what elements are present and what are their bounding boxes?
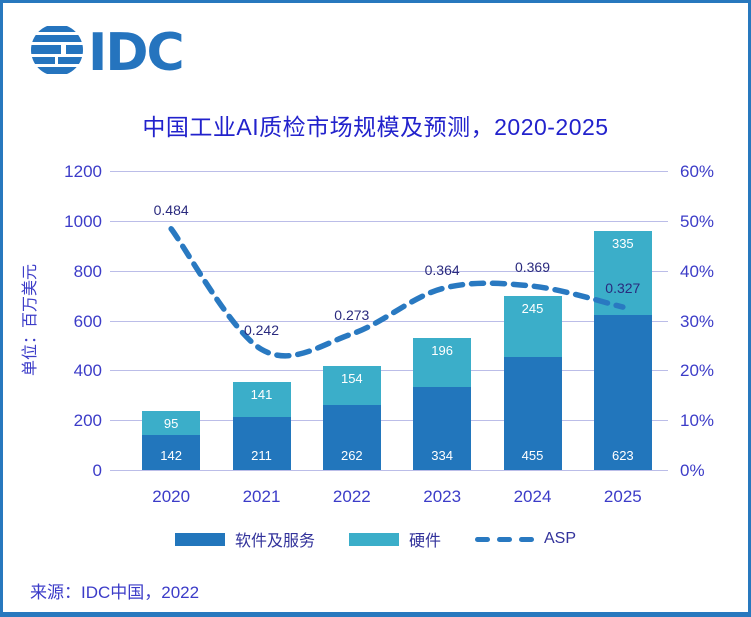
bar-value-label: 95 bbox=[163, 415, 179, 431]
gridline bbox=[110, 171, 668, 172]
asp-value-label-2021: 0.242 bbox=[243, 322, 280, 339]
bar-hardware-2020: 95 bbox=[142, 410, 201, 435]
idc-logo: IDC bbox=[31, 23, 185, 78]
idc-logo-text: IDC bbox=[88, 23, 183, 78]
asp-value-label-2025: 0.327 bbox=[605, 280, 641, 297]
x-axis-label-2024: 2024 bbox=[513, 487, 552, 506]
bar-hardware-2023: 196 bbox=[413, 337, 472, 387]
legend-swatch-hardware bbox=[348, 532, 399, 546]
bar-value-label: 154 bbox=[340, 371, 363, 387]
bar-value-label: 334 bbox=[431, 447, 453, 463]
bar-hardware-2021: 141 bbox=[232, 382, 291, 418]
bar-software-2022: 262 bbox=[322, 404, 381, 470]
gridline bbox=[110, 270, 668, 272]
gridline bbox=[110, 470, 668, 471]
legend-label-asp: ASP bbox=[544, 530, 577, 547]
bar-hardware-2024: 245 bbox=[503, 295, 562, 357]
left-axis-tick-label: 200 bbox=[73, 411, 102, 431]
right-axis-tick-label: 60% bbox=[680, 162, 715, 181]
gridline bbox=[110, 220, 668, 222]
legend-dash-icon bbox=[475, 536, 534, 542]
bar-hardware-2022: 154 bbox=[322, 366, 381, 405]
bar-value-label: 335 bbox=[611, 236, 634, 252]
bar-software-2023: 334 bbox=[413, 386, 472, 470]
asp-value-label-2024: 0.369 bbox=[514, 259, 551, 276]
bar-software-2024: 455 bbox=[503, 356, 562, 470]
x-axis-label-2020: 2020 bbox=[152, 487, 191, 506]
gridline bbox=[110, 370, 668, 372]
gridline bbox=[110, 420, 668, 422]
bar-value-label: 211 bbox=[251, 447, 272, 463]
x-axis-label-2023: 2023 bbox=[423, 487, 462, 506]
x-axis-label-2022: 2022 bbox=[332, 487, 371, 506]
left-axis-tick-label: 1200 bbox=[64, 162, 102, 181]
bar-hardware-2025: 335 bbox=[593, 231, 652, 315]
x-axis-label-2025: 2025 bbox=[603, 487, 642, 506]
legend-label-software: 软件及服务 bbox=[234, 533, 315, 550]
asp-value-label-2022: 0.273 bbox=[334, 306, 370, 323]
legend-label-hardware: 硬件 bbox=[408, 533, 441, 550]
right-axis-tick-label: 50% bbox=[680, 211, 715, 231]
left-axis-tick-label: 1000 bbox=[64, 211, 102, 231]
right-axis-tick-label: 0% bbox=[680, 461, 705, 480]
chart-title: 中国工业AI质检市场规模及预测，2020-2025 bbox=[142, 114, 609, 140]
left-axis-tick-label: 800 bbox=[73, 261, 102, 281]
bar-software-2025: 623 bbox=[593, 314, 652, 470]
bar-value-label: 455 bbox=[521, 447, 544, 463]
bar-value-label: 623 bbox=[611, 447, 634, 463]
right-axis-tick-label: 40% bbox=[680, 261, 715, 281]
left-axis-tick-label: 0 bbox=[92, 461, 102, 480]
x-axis-label-2021: 2021 bbox=[242, 487, 281, 506]
right-axis-tick-label: 30% bbox=[680, 311, 715, 331]
bar-software-2021: 211 bbox=[232, 417, 291, 470]
bar-value-label: 142 bbox=[160, 447, 182, 463]
bar-value-label: 262 bbox=[340, 447, 363, 463]
right-axis-tick-label: 10% bbox=[680, 411, 715, 431]
right-axis-tick-label: 20% bbox=[680, 361, 715, 381]
bar-value-label: 245 bbox=[521, 300, 544, 316]
asp-value-label-2023: 0.364 bbox=[424, 261, 460, 278]
legend-swatch-software bbox=[174, 532, 225, 546]
y-axis-title: 单位：百万美元 bbox=[22, 264, 39, 377]
left-axis-tick-label: 400 bbox=[73, 361, 102, 381]
asp-value-label-2020: 0.484 bbox=[153, 201, 189, 218]
idc-globe-icon bbox=[31, 26, 83, 74]
left-axis-tick-label: 600 bbox=[73, 311, 102, 331]
bar-software-2020: 142 bbox=[142, 434, 201, 470]
bar-value-label: 196 bbox=[431, 342, 453, 358]
chart-legend: 软件及服务 硬件 ASP bbox=[0, 527, 751, 551]
source-line: 来源：IDC中国，2022 bbox=[30, 583, 200, 602]
bar-value-label: 141 bbox=[250, 387, 273, 403]
